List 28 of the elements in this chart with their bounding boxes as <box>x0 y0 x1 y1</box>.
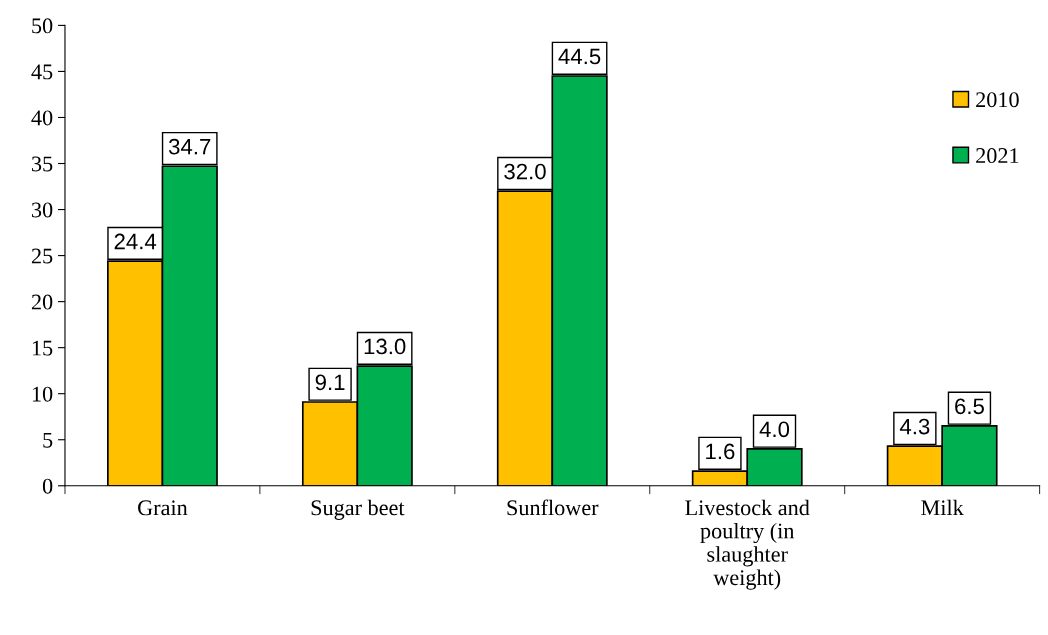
data-label: 24.4 <box>114 233 157 250</box>
y-tick-label: 10 <box>32 386 53 402</box>
data-label: 6.5 <box>955 398 984 415</box>
data-label: 9.1 <box>315 374 345 391</box>
y-tick-label: 30 <box>32 202 53 218</box>
y-tick-label: 40 <box>31 110 53 126</box>
data-label: 1.6 <box>706 443 735 460</box>
x-tick-label: Sugar beet <box>311 499 405 520</box>
y-tick-label: 25 <box>31 248 53 264</box>
data-label: 32.0 <box>504 163 546 180</box>
y-tick-label: 15 <box>32 340 53 356</box>
y-tick-label: 0 <box>42 478 53 494</box>
x-tick-label: Sunflower <box>507 499 599 516</box>
data-label: 13.0 <box>364 338 406 355</box>
data-label: 4.0 <box>759 421 790 438</box>
data-label: 34.7 <box>168 138 211 155</box>
y-tick-label: 35 <box>32 156 53 172</box>
x-tick-label: Milk <box>921 499 964 516</box>
y-tick-label: 5 <box>43 432 53 448</box>
x-tick-label: Grain <box>138 500 188 516</box>
data-label: 4.3 <box>899 418 930 435</box>
x-tick-label: Livestock and poultry (in slaughter weight) <box>685 499 810 590</box>
y-tick-label: 45 <box>31 64 53 80</box>
data-label: 44.5 <box>558 48 601 65</box>
y-tick-label: 50 <box>32 18 53 34</box>
legend-label: 2021 <box>976 148 1019 164</box>
legend-label: 2010 <box>976 92 1019 108</box>
y-tick-label: 20 <box>31 294 53 310</box>
